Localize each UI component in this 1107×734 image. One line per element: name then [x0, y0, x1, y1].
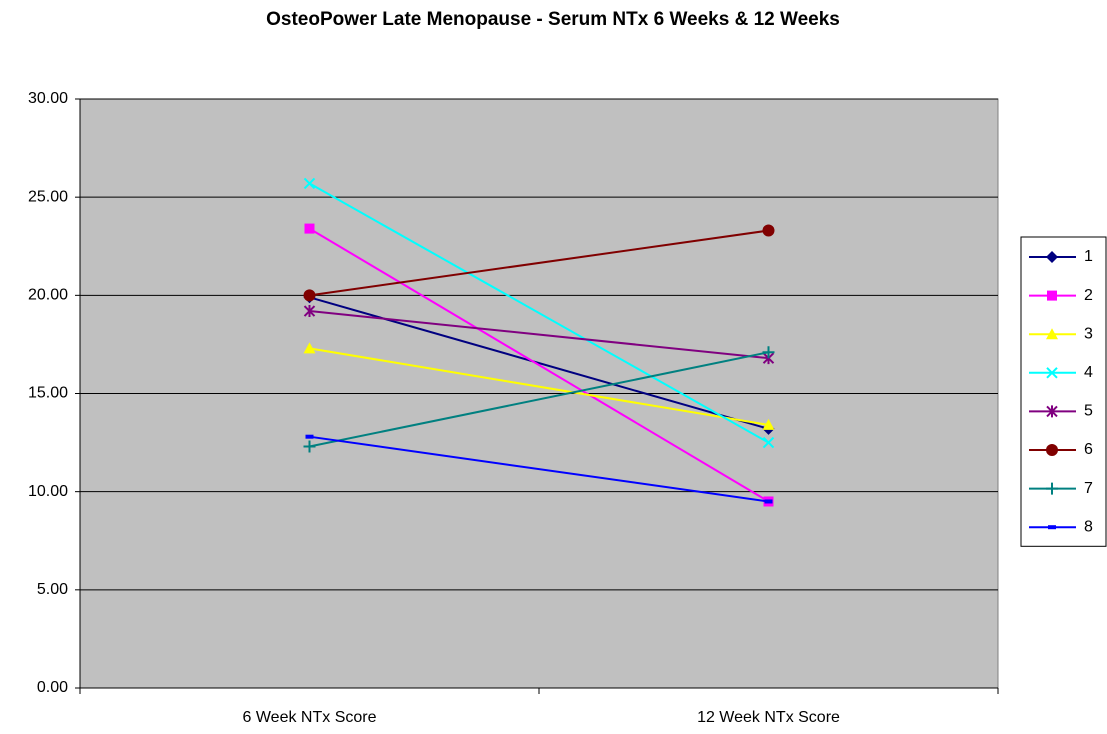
- series-line: [308, 227, 770, 503]
- data-point: [762, 224, 775, 237]
- legend-label: 4: [1084, 364, 1093, 381]
- data-point: [762, 436, 775, 449]
- data-point: [303, 440, 316, 453]
- y-tick-label: 10.00: [28, 483, 68, 500]
- data-point: [304, 223, 315, 234]
- series-line: [309, 351, 769, 448]
- legend-marker: [1046, 444, 1058, 456]
- series-line: [309, 435, 769, 503]
- legend-label: 1: [1084, 248, 1093, 265]
- series-line: [309, 310, 769, 360]
- legend-label: 6: [1084, 441, 1093, 458]
- x-tick-label: 12 Week NTx Score: [697, 709, 840, 726]
- data-point: [303, 342, 316, 354]
- y-tick-label: 5.00: [37, 581, 68, 598]
- legend-label: 8: [1084, 518, 1093, 535]
- data-point: [305, 434, 314, 439]
- legend-marker: [1048, 525, 1056, 530]
- series-line: [309, 182, 769, 444]
- legend-box: [1020, 236, 1107, 547]
- series-line: [309, 347, 769, 426]
- data-point: [762, 346, 775, 359]
- data-point: [303, 289, 316, 302]
- data-point: [303, 177, 316, 190]
- data-point: [303, 305, 316, 318]
- legend-marker: [1046, 405, 1058, 418]
- y-tick-label: 30.00: [28, 90, 68, 107]
- legend-marker: [1046, 251, 1058, 263]
- series-line: [309, 229, 769, 297]
- legend-marker: [1046, 482, 1058, 495]
- y-tick-label: 25.00: [28, 188, 68, 205]
- data-point: [762, 418, 775, 430]
- legend-label: 3: [1084, 325, 1093, 342]
- y-tick-label: 15.00: [28, 385, 68, 402]
- legend-marker: [1046, 367, 1058, 379]
- legend-label: 5: [1084, 403, 1093, 420]
- chart-title: OsteoPower Late Menopause - Serum NTx 6 …: [266, 9, 840, 30]
- legend-label: 7: [1084, 480, 1093, 497]
- y-tick-label: 0.00: [37, 679, 68, 696]
- legend-label: 2: [1084, 287, 1093, 304]
- legend-marker: [1046, 328, 1058, 340]
- y-tick-label: 20.00: [28, 287, 68, 304]
- data-point: [764, 499, 773, 504]
- x-tick-label: 6 Week NTx Score: [243, 709, 377, 726]
- legend-marker: [1047, 290, 1057, 301]
